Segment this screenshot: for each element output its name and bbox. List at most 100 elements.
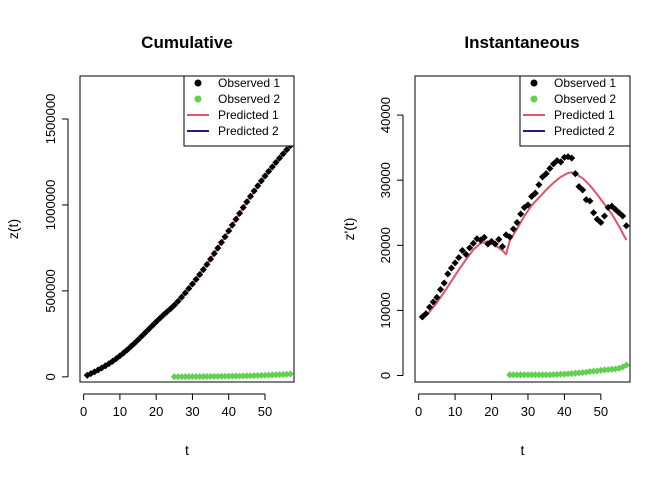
legend-label: Observed 1 [218,76,280,90]
data-point-observed-1 [283,146,291,154]
data-point-observed-1 [535,181,543,189]
data-point-observed-1 [498,243,506,251]
legend-box [519,75,631,147]
data-point-observed-2 [228,372,236,380]
chart-title: Cumulative [141,33,233,52]
data-point-observed-1 [239,203,247,212]
x-tick-label: 50 [258,404,272,419]
data-point-observed-2 [181,373,189,381]
data-point-observed-2 [542,371,550,379]
cumulative-panel: Cumulative 0 10 20 30 40 50 t 0 500000 1000000 1500… [5,33,295,458]
data-point-observed-2 [192,373,200,381]
data-point-observed-1 [257,177,265,185]
data-point-observed-1 [619,212,627,220]
data-point-observed-1 [265,167,273,175]
data-point-observed-2 [528,371,536,379]
data-point-observed-2 [199,372,207,381]
legend: Observed 1 Observed 2 Predicted 1 Predicted… [183,75,295,147]
y-axis-label: z'(t) [341,218,357,241]
data-point-observed-1 [188,280,196,288]
data-point-observed-2 [517,371,525,379]
data-point-observed-1 [246,192,255,200]
x-tick-label: 20 [484,404,498,419]
data-point-observed-2 [174,373,182,381]
y-tick-label: 30000 [378,162,393,198]
data-point-observed-1 [513,218,521,227]
legend-point-key [194,79,202,87]
data-point-observed-2 [210,372,218,380]
data-point-observed-1 [436,286,445,294]
data-point-observed-1 [254,182,262,190]
data-point-observed-2 [203,372,211,381]
y-tick-label: 1000000 [43,180,58,231]
data-point-observed-1 [185,284,193,293]
data-point-observed-1 [272,158,280,167]
x-tick-label: 10 [113,404,127,419]
legend-label: Predicted 1 [218,108,279,122]
data-point-observed-1 [568,154,576,162]
chart-title: Instantaneous [464,33,579,52]
legend-label: Observed 2 [218,92,280,106]
data-point-observed-1 [261,172,269,180]
data-point-observed-1 [440,279,448,287]
data-point-observed-2 [225,372,233,380]
data-point-observed-1 [469,239,477,247]
data-point-observed-1 [207,255,215,263]
instantaneous-panel: Instantaneous 0 10 20 30 40 50 t 0 10000 20000 3000… [341,33,631,458]
data-point-observed-2 [178,373,186,381]
data-point-observed-1 [506,233,514,241]
data-point-observed-2 [217,372,225,380]
data-point-observed-1 [447,264,455,272]
data-point-observed-1 [236,209,244,217]
data-point-observed-1 [243,198,251,206]
data-point-observed-1 [600,212,609,220]
data-point-observed-1 [134,336,142,344]
data-point-observed-2 [196,373,204,381]
legend-label: Observed 2 [554,92,616,106]
data-point-observed-2 [214,372,222,380]
y-tick-label: 10000 [378,292,393,328]
data-point-observed-2 [188,373,196,381]
data-point-observed-2 [239,372,247,380]
data-point-observed-1 [203,260,211,268]
data-point-observed-1 [170,301,178,309]
x-tick-label: 50 [594,404,608,419]
plot-data [418,153,630,379]
legend-point-key [194,95,202,103]
data-point-observed-2 [286,370,294,378]
data-point-observed-1 [138,332,146,340]
x-axis-label: t [521,442,525,458]
data-point-observed-1 [579,186,587,194]
x-axis-label: t [185,442,189,458]
data-point-observed-1 [458,246,466,255]
data-point-observed-1 [192,275,200,283]
data-point-observed-2 [524,371,532,379]
data-point-observed-2 [531,371,539,379]
legend: Observed 1 Observed 2 Predicted 1 Predicted… [519,75,631,147]
data-point-observed-2 [185,373,193,381]
data-point-observed-1 [542,170,550,178]
data-point-observed-1 [181,289,189,297]
data-point-observed-2 [221,372,229,380]
y-tick-label: 0 [378,372,393,379]
data-point-observed-1 [149,321,157,329]
data-point-observed-2 [232,372,240,380]
data-point-observed-1 [422,310,430,318]
data-point-observed-1 [491,240,499,248]
data-point-observed-1 [279,150,287,158]
legend-label: Observed 1 [554,76,616,90]
data-point-observed-1 [524,201,532,209]
data-point-observed-1 [466,244,474,252]
data-point-observed-1 [597,218,605,227]
data-point-observed-1 [214,244,222,252]
legend-label: Predicted 2 [218,124,279,138]
data-point-observed-1 [217,238,225,246]
legend-label: Predicted 1 [554,108,615,122]
data-point-observed-2 [170,373,178,381]
data-point-observed-1 [495,235,503,243]
x-tick-label: 0 [415,404,422,419]
data-point-observed-1 [429,298,437,306]
data-point-observed-2 [236,372,244,380]
data-point-observed-2 [535,371,543,379]
